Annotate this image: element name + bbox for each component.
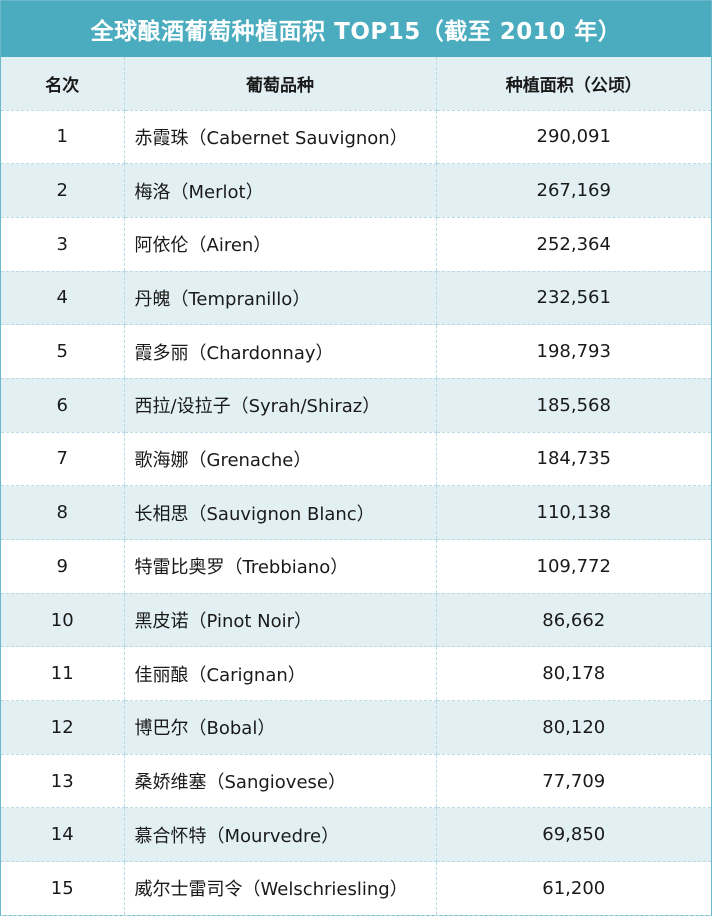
variety-cell: 歌海娜（Grenache） xyxy=(123,432,436,487)
table-row: 13 桑娇维塞（Sangiovese） 77,709 xyxy=(1,754,711,809)
variety-cell: 慕合怀特（Mourvedre） xyxy=(123,807,436,863)
variety-cell: 长相思（Sauvignon Blanc） xyxy=(123,485,436,540)
variety-cell: 威尔士雷司令（Welschriesling） xyxy=(123,861,436,916)
rank-cell: 14 xyxy=(1,807,124,863)
rank-cell: 15 xyxy=(1,861,124,916)
table-row: 11 佳丽酿（Carignan） 80,178 xyxy=(1,646,711,702)
table-row: 10 黑皮诺（Pinot Noir） 86,662 xyxy=(1,593,711,648)
variety-cell: 黑皮诺（Pinot Noir） xyxy=(123,593,436,648)
area-cell: 86,662 xyxy=(435,593,711,648)
ranking-table: 名次 葡萄品种 种植面积（公顷） 1 赤霞珠（Cabernet Sauvigno… xyxy=(1,57,711,916)
area-cell: 267,169 xyxy=(435,163,711,218)
variety-cell: 梅洛（Merlot） xyxy=(123,163,436,218)
area-cell: 198,793 xyxy=(435,324,711,379)
variety-cell: 霞多丽（Chardonnay） xyxy=(123,324,436,379)
rank-cell: 8 xyxy=(1,485,124,540)
rank-cell: 1 xyxy=(1,110,124,165)
rank-cell: 11 xyxy=(1,646,124,702)
rank-cell: 9 xyxy=(1,539,124,594)
area-cell: 80,120 xyxy=(435,700,711,755)
area-cell: 61,200 xyxy=(435,861,711,916)
rank-cell: 5 xyxy=(1,324,124,379)
area-cell: 110,138 xyxy=(435,485,711,540)
variety-cell: 佳丽酿（Carignan） xyxy=(123,646,436,702)
table-row: 4 丹魄（Tempranillo） 232,561 xyxy=(1,271,711,326)
table-row: 6 西拉/设拉子（Syrah/Shiraz） 185,568 xyxy=(1,378,711,433)
table-row: 12 博巴尔（Bobal） 80,120 xyxy=(1,700,711,755)
area-cell: 77,709 xyxy=(435,754,711,809)
table-row: 15 威尔士雷司令（Welschriesling） 61,200 xyxy=(1,861,711,916)
table-row: 3 阿依伦（Airen） 252,364 xyxy=(1,217,711,272)
rank-cell: 6 xyxy=(1,378,124,433)
rank-cell: 4 xyxy=(1,271,124,326)
rank-cell: 13 xyxy=(1,754,124,809)
variety-cell: 特雷比奥罗（Trebbiano） xyxy=(123,539,436,594)
variety-cell: 赤霞珠（Cabernet Sauvignon） xyxy=(123,110,436,165)
table-row: 7 歌海娜（Grenache） 184,735 xyxy=(1,432,711,487)
variety-cell: 丹魄（Tempranillo） xyxy=(123,271,436,326)
area-cell: 252,364 xyxy=(435,217,711,272)
table-row: 2 梅洛（Merlot） 267,169 xyxy=(1,163,711,218)
area-cell: 69,850 xyxy=(435,807,711,863)
area-cell: 184,735 xyxy=(435,432,711,487)
variety-cell: 阿依伦（Airen） xyxy=(123,217,436,272)
table-row: 9 特雷比奥罗（Trebbiano） 109,772 xyxy=(1,539,711,594)
rank-cell: 10 xyxy=(1,593,124,648)
area-cell: 109,772 xyxy=(435,539,711,594)
rank-cell: 2 xyxy=(1,163,124,218)
area-cell: 185,568 xyxy=(435,378,711,433)
column-header-rank: 名次 xyxy=(1,57,124,111)
column-header-area: 种植面积（公顷） xyxy=(435,57,711,111)
page-title: 全球酿酒葡萄种植面积 TOP15（截至 2010 年） xyxy=(1,1,711,57)
variety-cell: 桑娇维塞（Sangiovese） xyxy=(123,754,436,809)
rank-cell: 3 xyxy=(1,217,124,272)
table-header-row: 名次 葡萄品种 种植面积（公顷） xyxy=(1,57,711,111)
rank-cell: 7 xyxy=(1,432,124,487)
table-row: 8 长相思（Sauvignon Blanc） 110,138 xyxy=(1,485,711,540)
table-row: 14 慕合怀特（Mourvedre） 69,850 xyxy=(1,807,711,863)
area-cell: 290,091 xyxy=(435,110,711,165)
area-cell: 80,178 xyxy=(435,646,711,702)
variety-cell: 博巴尔（Bobal） xyxy=(123,700,436,755)
rank-cell: 12 xyxy=(1,700,124,755)
column-header-variety: 葡萄品种 xyxy=(123,57,436,111)
table-row: 5 霞多丽（Chardonnay） 198,793 xyxy=(1,324,711,379)
variety-cell: 西拉/设拉子（Syrah/Shiraz） xyxy=(123,378,436,433)
table-row: 1 赤霞珠（Cabernet Sauvignon） 290,091 xyxy=(1,110,711,165)
area-cell: 232,561 xyxy=(435,271,711,326)
